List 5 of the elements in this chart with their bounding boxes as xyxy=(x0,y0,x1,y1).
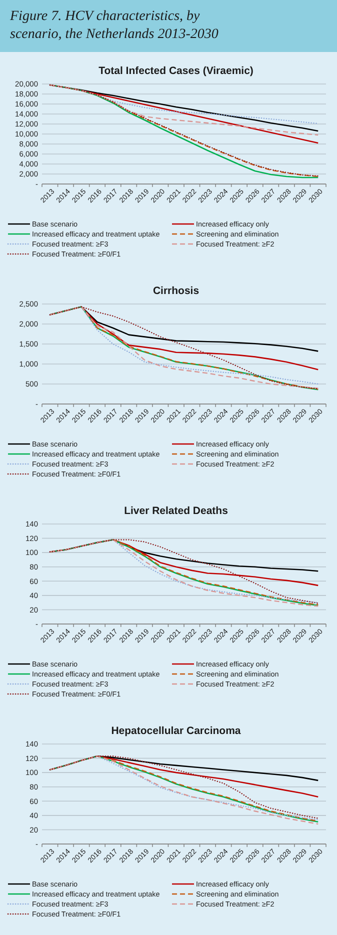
chart-title: Cirrhosis xyxy=(152,285,200,297)
chart-title: Total Infected Cases (Viraemic) xyxy=(98,65,254,77)
chart-title: Liver Related Deaths xyxy=(124,505,228,517)
caption: Figure 7. HCV characteristics, by scenario, the Netherlands 2013-2030 xyxy=(9,9,218,42)
chart-title: Hepatocellular Carcinoma xyxy=(111,725,241,737)
